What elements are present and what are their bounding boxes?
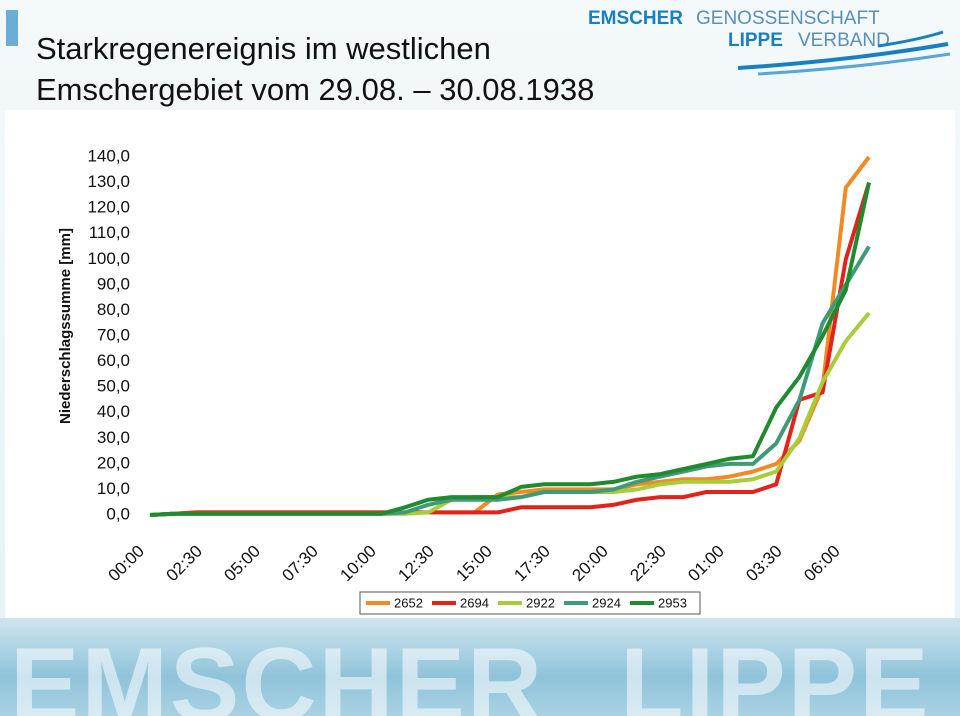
x-tick-label: 22:30 xyxy=(626,542,670,586)
legend-label: 2652 xyxy=(394,595,423,610)
x-tick-label: 12:30 xyxy=(394,542,438,586)
y-tick-label: 30,0 xyxy=(97,428,130,447)
logo-word: GENOSSENSCHAFT xyxy=(696,8,880,29)
legend-label: 2953 xyxy=(658,595,687,610)
x-tick-label: 17:30 xyxy=(510,542,554,586)
y-tick-label: 40,0 xyxy=(97,402,130,421)
y-tick-label: 90,0 xyxy=(97,274,130,293)
logo-word: LIPPE xyxy=(728,30,783,51)
x-tick-label: 01:00 xyxy=(684,542,728,586)
series-line xyxy=(149,155,871,517)
y-tick-label: 20,0 xyxy=(97,453,130,472)
x-tick-label: 02:30 xyxy=(162,542,206,586)
x-tick-label: 05:00 xyxy=(220,542,264,586)
footer-word: LIPPE xyxy=(620,627,931,716)
x-tick-label: 00:00 xyxy=(104,542,148,586)
series-line xyxy=(149,182,871,517)
y-tick-label: 50,0 xyxy=(97,377,130,396)
y-tick-label: 60,0 xyxy=(97,351,130,370)
logo: EMSCHER GENOSSENSCHAFT LIPPE VERBAND xyxy=(588,6,958,76)
x-tick-label: 03:30 xyxy=(742,542,786,586)
legend-label: 2694 xyxy=(460,595,489,610)
y-tick-label: 110,0 xyxy=(89,223,130,242)
y-tick-label: 70,0 xyxy=(97,325,130,344)
y-tick-label: 10,0 xyxy=(97,479,130,498)
series-line xyxy=(149,311,871,517)
x-tick-label: 10:00 xyxy=(336,542,380,586)
legend-label: 2924 xyxy=(592,595,621,610)
x-tick-label: 15:00 xyxy=(452,542,496,586)
legend-label: 2922 xyxy=(526,595,555,610)
x-tick-label: 06:00 xyxy=(800,542,844,586)
y-tick-label: 80,0 xyxy=(97,300,130,319)
x-tick-label: 20:00 xyxy=(568,542,612,586)
series-line xyxy=(149,182,871,517)
logo-word: VERBAND xyxy=(798,30,890,51)
y-tick-label: 100,0 xyxy=(87,249,130,268)
accent-bar xyxy=(6,10,18,46)
y-tick-label: 0,0 xyxy=(106,504,130,523)
x-tick-label: 07:30 xyxy=(278,542,322,586)
y-tick-label: 130,0 xyxy=(87,172,130,191)
y-tick-label: 120,0 xyxy=(87,198,130,217)
chart-panel xyxy=(5,110,955,618)
footer: EMSCHER LIPPE xyxy=(0,618,960,716)
logo-word: EMSCHER xyxy=(588,8,684,29)
y-tick-label: 140,0 xyxy=(87,146,130,165)
slide-title: Starkregenereignis im westlichen Emscher… xyxy=(36,31,595,107)
legend-box xyxy=(359,591,701,615)
y-axis-label: Niederschlagssumme [mm] xyxy=(57,228,74,424)
footer-word: EMSCHER xyxy=(10,627,545,716)
logo-waves xyxy=(737,30,951,76)
